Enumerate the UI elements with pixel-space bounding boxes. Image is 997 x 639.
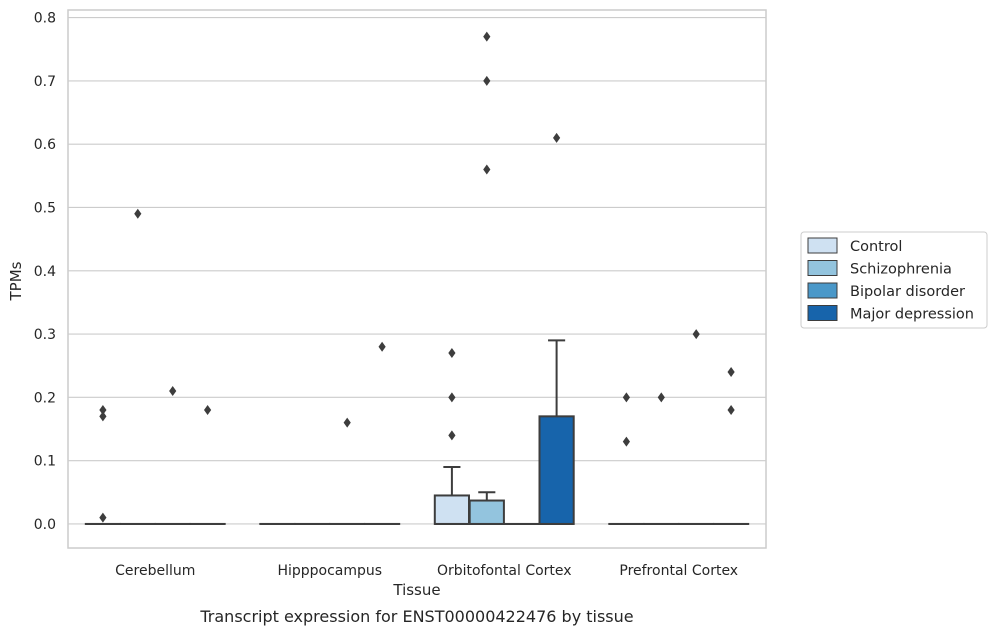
x-tick-label: Hipppocampus xyxy=(277,563,382,579)
axis-ticks: 0.0 0.1 0.2 0.3 0.4 0.5 0.6 0.7 0.8 Cerebellum Hip… xyxy=(34,11,738,579)
outlier-point xyxy=(623,392,630,402)
outlier-point xyxy=(204,405,211,415)
y-axis-label: TPMs xyxy=(7,261,25,301)
outlier-point xyxy=(99,411,106,421)
outlier-point xyxy=(483,165,490,175)
y-tick-label: 0.8 xyxy=(34,11,56,27)
y-tick-label: 0.7 xyxy=(34,74,56,90)
box xyxy=(539,416,573,524)
outlier-point xyxy=(483,76,490,86)
legend-label: Bipolar disorder xyxy=(850,284,965,300)
legend-label: Control xyxy=(850,239,902,255)
y-tick-label: 0.3 xyxy=(34,327,56,343)
outlier-point xyxy=(623,437,630,447)
x-tick-label: Cerebellum xyxy=(115,563,195,579)
y-tick-label: 0.6 xyxy=(34,137,56,153)
x-tick-label: Prefrontal Cortex xyxy=(619,563,738,579)
y-tick-label: 0.0 xyxy=(34,517,56,533)
legend-label: Major depression xyxy=(850,307,974,323)
x-tick-label: Orbitofontal Cortex xyxy=(437,563,572,579)
outlier-point xyxy=(448,430,455,440)
data-marks xyxy=(86,32,748,524)
outlier-point xyxy=(134,209,141,219)
legend-swatch xyxy=(808,283,837,298)
y-tick-label: 0.4 xyxy=(34,264,56,280)
box xyxy=(470,501,504,524)
outlier-point xyxy=(448,348,455,358)
chart-caption: Transcript expression for ENST0000042247… xyxy=(199,607,633,626)
outlier-point xyxy=(483,32,490,42)
outlier-point xyxy=(448,392,455,402)
legend-swatch xyxy=(808,238,837,253)
x-axis-label: Tissue xyxy=(392,581,440,599)
outlier-point xyxy=(169,386,176,396)
outlier-point xyxy=(728,405,735,415)
outlier-point xyxy=(728,367,735,377)
outlier-point xyxy=(379,342,386,352)
outlier-point xyxy=(344,418,351,428)
y-tick-label: 0.2 xyxy=(34,390,56,406)
outlier-point xyxy=(99,513,106,523)
legend-label: Schizophrenia xyxy=(850,262,952,278)
legend-swatch xyxy=(808,261,837,276)
plot-frame xyxy=(68,10,766,548)
outlier-point xyxy=(553,133,560,143)
y-tick-label: 0.5 xyxy=(34,200,56,216)
y-tick-label: 0.1 xyxy=(34,454,56,470)
gridlines xyxy=(68,18,766,524)
outlier-point xyxy=(658,392,665,402)
box xyxy=(435,495,469,523)
legend: Control Schizophrenia Bipolar disorder Majo… xyxy=(801,232,987,328)
plot-border xyxy=(68,10,766,548)
outlier-point xyxy=(693,329,700,339)
legend-swatch xyxy=(808,306,837,321)
